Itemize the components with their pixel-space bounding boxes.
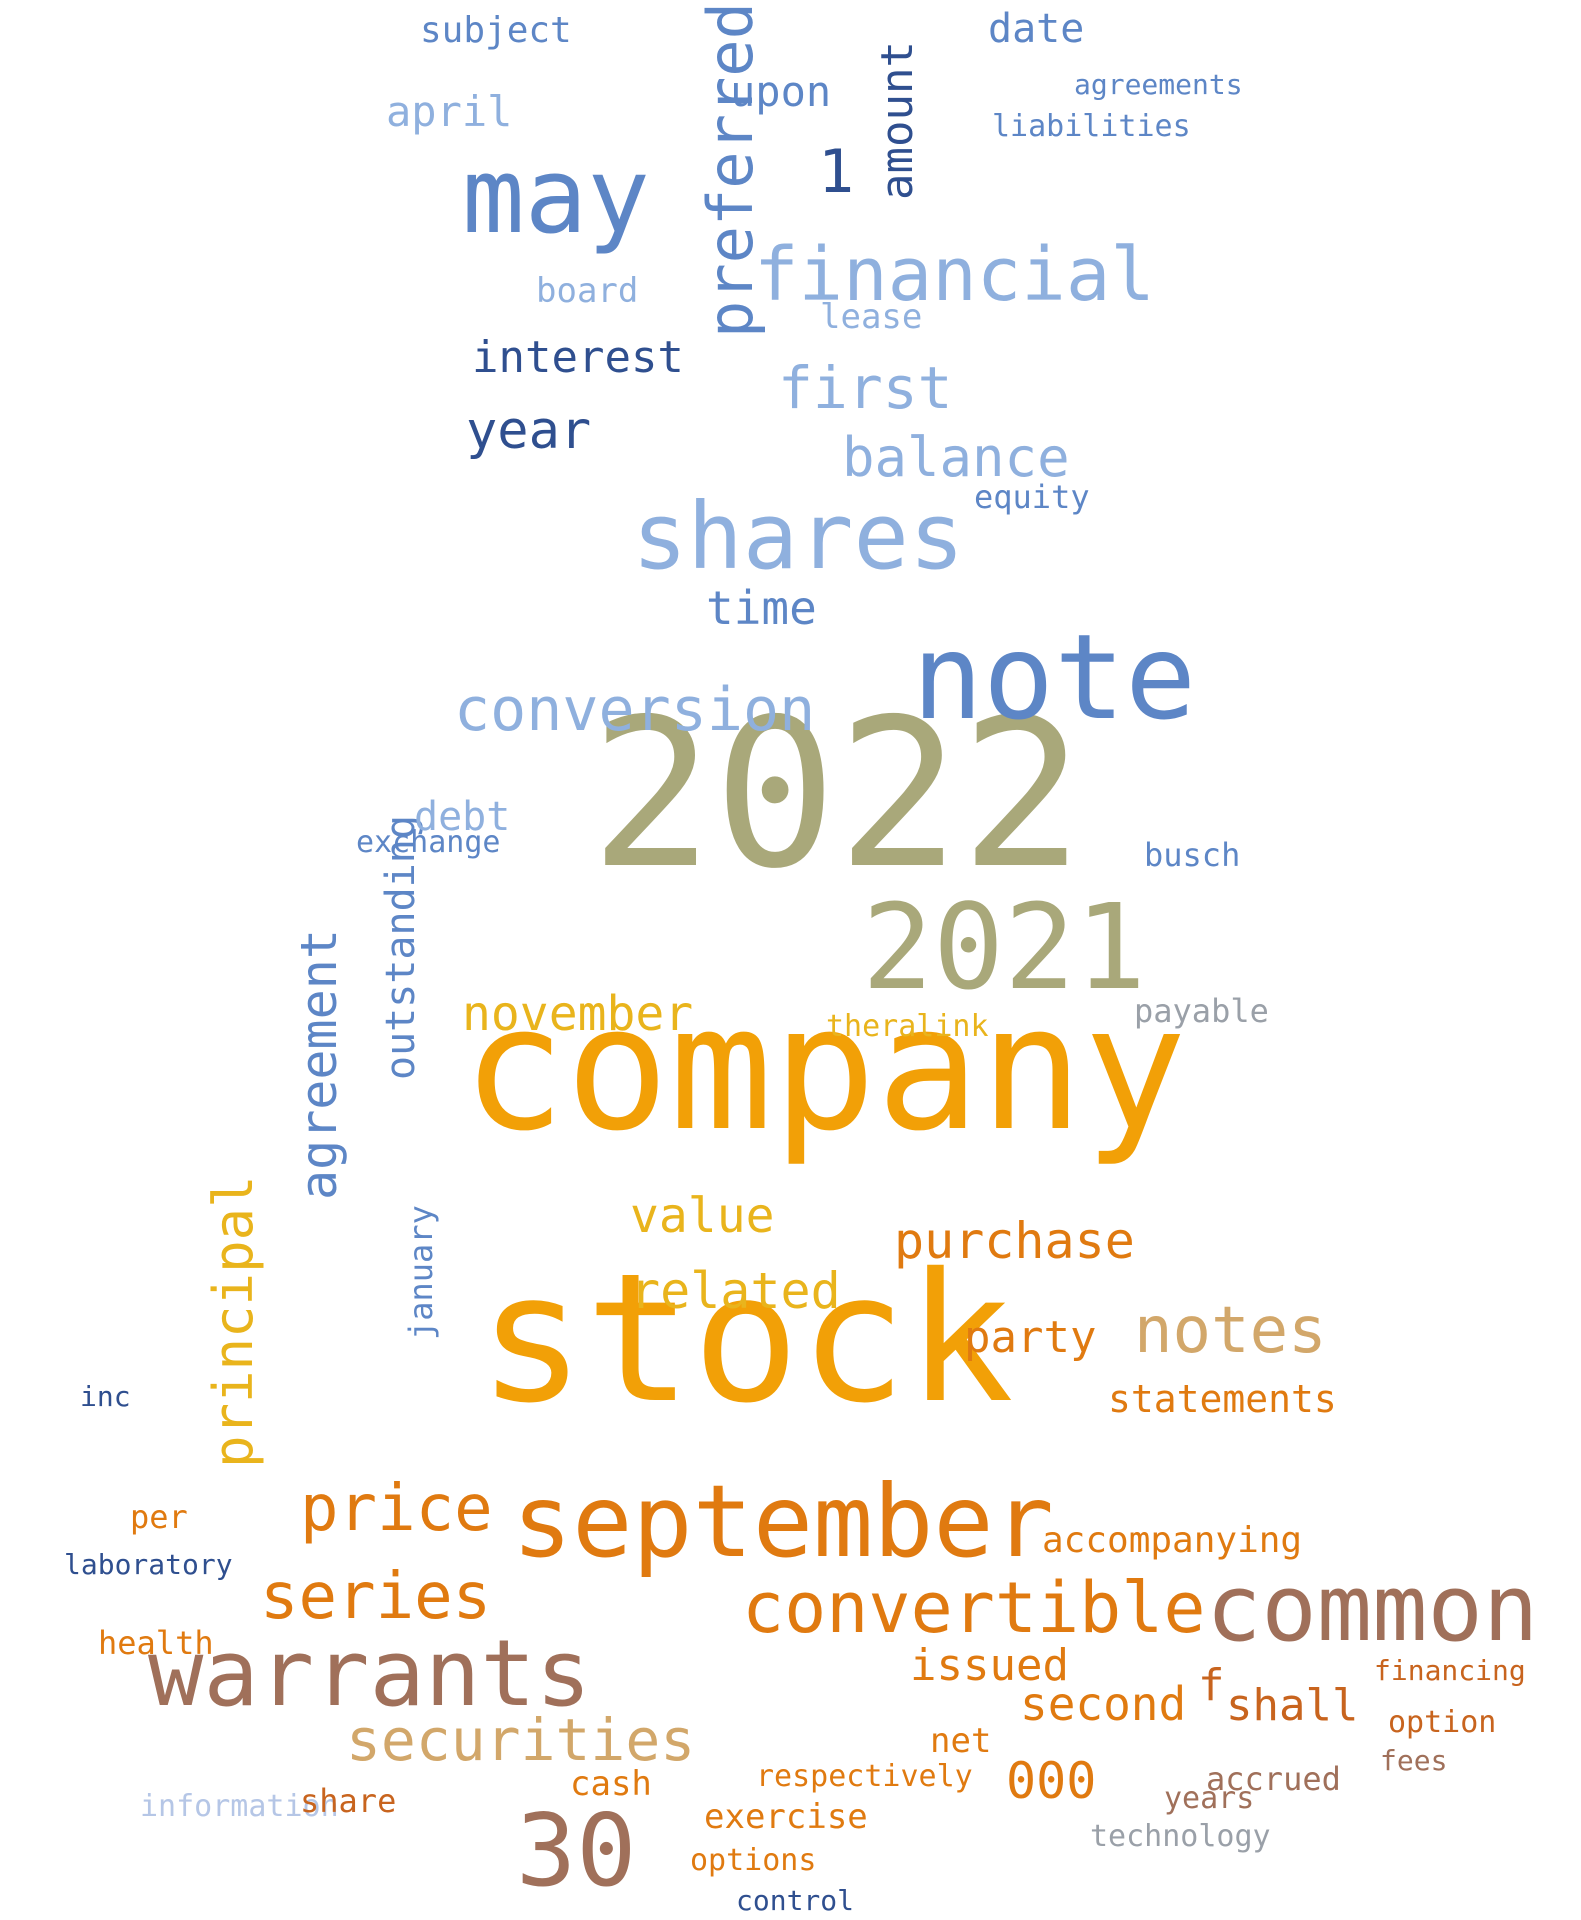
word-information: information <box>140 1789 339 1824</box>
word-respectively: respectively <box>756 1759 973 1794</box>
word-shares: shares <box>632 483 964 590</box>
word-issued: issued <box>910 1640 1069 1691</box>
word-busch: busch <box>1144 836 1240 874</box>
word-january: january <box>402 1205 440 1340</box>
word-2021: 2021 <box>862 878 1146 1016</box>
word-cash: cash <box>570 1764 652 1804</box>
word-control: control <box>736 1884 854 1917</box>
word-lease: lease <box>820 297 922 337</box>
word-years: years <box>1164 1781 1254 1816</box>
word-f: f <box>1198 1660 1225 1711</box>
word-date: date <box>988 6 1084 52</box>
word-time: time <box>706 581 817 635</box>
word-per: per <box>130 1498 188 1536</box>
word-technology: technology <box>1090 1819 1271 1854</box>
word-group: 2022 company stock note 2021 may shares … <box>64 2 1538 1917</box>
word-share: share <box>300 1782 396 1820</box>
word-shall: shall <box>1226 1680 1358 1731</box>
word-accrued: accrued <box>1206 1760 1341 1798</box>
word-principal: principal <box>202 1175 265 1468</box>
word-subject: subject <box>420 10 572 51</box>
word-warrants: warrants <box>148 1620 591 1727</box>
word-theralink: theralink <box>826 1009 989 1044</box>
word-financial: financial <box>754 232 1155 318</box>
word-party: party <box>964 1312 1096 1363</box>
word-options: options <box>690 1843 816 1878</box>
word-september: september <box>512 1463 1054 1580</box>
word-may: may <box>462 135 650 257</box>
word-000: 000 <box>1006 1752 1096 1810</box>
word-second: second <box>1020 1677 1186 1731</box>
word-company: company <box>462 968 1187 1169</box>
word-purchase: purchase <box>894 1212 1135 1270</box>
word-laboratory: laboratory <box>64 1548 233 1581</box>
word-preferred: preferred <box>694 2 767 338</box>
word-price: price <box>300 1472 493 1546</box>
word-agreements: agreements <box>1074 68 1243 101</box>
word-series: series <box>260 1560 491 1634</box>
word-notes: notes <box>1134 1294 1327 1368</box>
word-2022: 2022 <box>590 676 1084 914</box>
word-common: common <box>1206 1555 1538 1662</box>
word-1: 1 <box>818 137 854 207</box>
word-year: year <box>466 401 591 461</box>
word-agreement: agreement <box>290 929 348 1200</box>
word-inc: inc <box>80 1380 131 1413</box>
word-board: board <box>536 271 638 311</box>
word-april: april <box>386 87 512 136</box>
word-value: value <box>630 1188 775 1244</box>
word-balance: balance <box>842 426 1070 489</box>
word-exchange: exchange <box>356 825 501 860</box>
word-fees: fees <box>1380 1744 1447 1777</box>
word-securities: securities <box>346 1706 695 1774</box>
word-health: health <box>98 1624 214 1662</box>
word-november: november <box>462 986 693 1042</box>
word-upon: upon <box>730 67 831 116</box>
word-amount: amount <box>872 41 923 200</box>
word-stock: stock <box>478 1235 1014 1442</box>
word-related: related <box>630 1262 841 1320</box>
word-convertible: convertible <box>742 1567 1206 1649</box>
word-conversion: conversion <box>454 675 815 745</box>
word-first: first <box>778 354 953 422</box>
word-accompanying: accompanying <box>1042 1520 1302 1561</box>
word-interest: interest <box>472 332 684 383</box>
word-option: option <box>1388 1705 1496 1740</box>
word-outstanding: outstanding <box>378 815 424 1080</box>
word-30: 30 <box>516 1792 636 1909</box>
word-payable: payable <box>1134 992 1269 1030</box>
word-exercise: exercise <box>704 1797 868 1837</box>
word-statements: statements <box>1108 1377 1337 1421</box>
word-liabilities: liabilities <box>992 109 1191 144</box>
word-net: net <box>930 1721 991 1761</box>
word-debt: debt <box>414 794 510 840</box>
word-note: note <box>912 608 1196 746</box>
word-equity: equity <box>974 478 1090 516</box>
word-financing: financing <box>1374 1654 1526 1687</box>
